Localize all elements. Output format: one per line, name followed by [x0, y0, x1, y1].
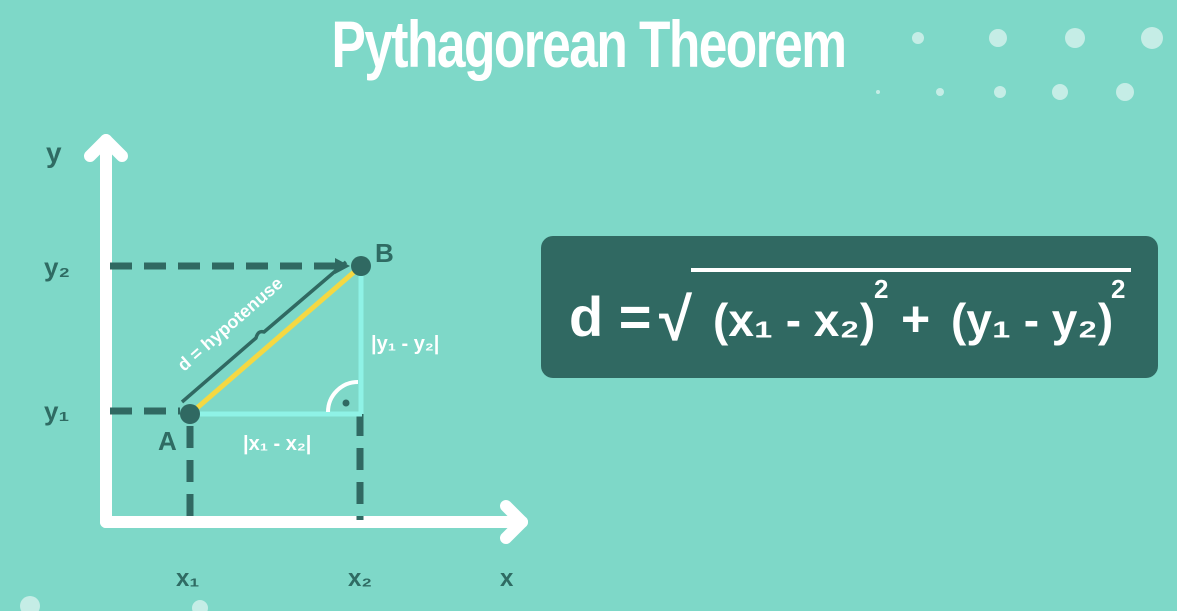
- y1-label: y₁: [44, 396, 69, 426]
- y2-label: y₂: [44, 252, 70, 282]
- right-angle-dot: [342, 399, 350, 407]
- point-a-label: A: [158, 426, 177, 456]
- x2-label: x₂: [348, 565, 372, 592]
- x1-label: x₁: [176, 565, 199, 592]
- hypotenuse-line: [188, 264, 363, 416]
- triangle-legs: [190, 266, 364, 417]
- point-b-label: B: [375, 238, 394, 268]
- y-axis-arrow: [84, 134, 128, 162]
- right-angle-mark: [326, 380, 359, 413]
- formula-lhs: d =: [569, 285, 651, 348]
- point-b: [351, 256, 371, 276]
- page-title: Pythagorean Theorem: [331, 7, 847, 81]
- formula-term2: (y₁ - y₂): [951, 294, 1113, 346]
- formula-exp1: 2: [874, 274, 888, 304]
- x-axis-arrow: [500, 500, 528, 544]
- formula-plus: +: [901, 291, 930, 347]
- decorative-dots: [20, 27, 1163, 611]
- y-axis-label: y: [46, 137, 62, 168]
- formula-radical: √: [659, 286, 693, 353]
- x-axis-label: x: [500, 565, 514, 592]
- point-a: [180, 404, 200, 424]
- formula-box: d = √ (x₁ - x₂) 2 + (y₁ - y₂) 2: [541, 236, 1158, 378]
- horizontal-leg-label: |x₁ - x₂|: [243, 433, 311, 455]
- formula-exp2: 2: [1111, 274, 1125, 304]
- formula-term1: (x₁ - x₂): [713, 294, 875, 346]
- vertical-leg-label: |y₁ - y₂|: [371, 333, 439, 355]
- hypotenuse-brace: [180, 260, 348, 404]
- guide-lines: [110, 262, 364, 520]
- axes: [84, 134, 528, 544]
- formula: d = √ (x₁ - x₂) 2 + (y₁ - y₂) 2: [569, 268, 1131, 353]
